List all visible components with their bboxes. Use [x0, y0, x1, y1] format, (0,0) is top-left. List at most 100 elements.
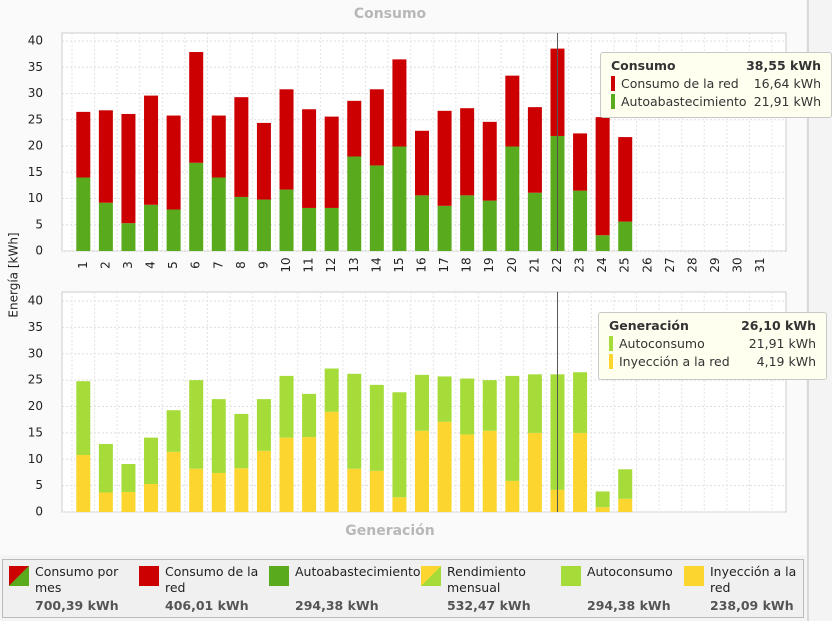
y-tick-label: 40 — [28, 34, 43, 48]
bar — [211, 115, 226, 178]
y-tick-label: 35 — [28, 320, 43, 334]
x-tick-label: 1 — [76, 261, 90, 269]
bar — [595, 235, 610, 251]
bar — [98, 492, 113, 512]
bar — [415, 430, 429, 512]
x-tick-label: 9 — [256, 261, 270, 269]
tooltip-total: 38,55 kWh — [746, 58, 821, 73]
chart-title: Consumo — [354, 6, 427, 22]
bar — [121, 223, 136, 251]
bar — [527, 374, 542, 433]
bar — [573, 432, 588, 512]
bar — [166, 451, 181, 512]
x-tick-label: 13 — [347, 257, 361, 272]
x-tick-label: 15 — [392, 257, 406, 272]
tooltip-series: Autoabastecimiento — [611, 94, 747, 109]
bar — [369, 165, 384, 251]
bar — [618, 137, 633, 222]
bar — [302, 393, 317, 438]
bar — [302, 109, 317, 208]
bar — [392, 497, 407, 512]
legend-total: 700,39 kWh — [35, 598, 119, 613]
bar — [369, 470, 384, 512]
bar — [505, 146, 520, 251]
bar — [256, 399, 271, 451]
x-tick-label: 25 — [618, 257, 632, 272]
bar — [369, 384, 384, 471]
y-tick-label: 25 — [28, 373, 43, 387]
x-tick-label: 2 — [98, 261, 112, 269]
y-tick-label: 15 — [28, 165, 43, 179]
bar — [618, 498, 633, 512]
tooltip-value: 16,64 kWh — [753, 76, 821, 91]
bar — [347, 156, 362, 251]
bar — [211, 177, 226, 251]
tooltip-series: Consumo de la red — [611, 76, 739, 91]
bar — [279, 89, 294, 190]
y-tick-label: 0 — [35, 244, 43, 258]
bar — [527, 107, 542, 193]
y-tick-label: 30 — [28, 86, 43, 100]
y-tick-label: 15 — [28, 425, 43, 439]
x-tick-label: 26 — [640, 257, 654, 272]
legend: Consumo por mes 700,39 kWh Consumo de la r… — [2, 559, 804, 618]
bar — [234, 196, 249, 251]
legend-icon — [139, 566, 159, 586]
x-tick-label: 6 — [189, 261, 203, 269]
x-tick-label: 22 — [550, 257, 564, 272]
tooltip-value: 4,19 kWh — [756, 354, 816, 369]
legend-name: Consumo por mes — [35, 564, 119, 595]
legend-icon — [421, 566, 441, 586]
bar — [595, 117, 610, 236]
x-tick-label: 12 — [324, 257, 338, 272]
legend-name: Consumo de la red — [165, 564, 259, 595]
bar — [437, 376, 452, 422]
bar — [415, 130, 429, 196]
bar — [279, 189, 294, 251]
bar — [505, 75, 520, 147]
bar — [121, 113, 136, 224]
x-tick-label: 11 — [302, 257, 316, 272]
legend-total: 532,47 kWh — [447, 598, 531, 613]
legend-icon — [684, 566, 704, 586]
tooltip-series: Inyección a la red — [609, 354, 730, 369]
y-tick-label: 0 — [35, 505, 43, 519]
tooltip: Generación 26,10 kWh Autoconsumo 21,91 kWh… — [598, 312, 827, 380]
legend-total: 294,38 kWh — [587, 598, 671, 613]
bar — [595, 491, 610, 508]
bar — [302, 207, 317, 251]
bar — [482, 430, 497, 512]
legend-total: 238,09 kWh — [710, 598, 794, 613]
legend-name: Autoabastecimiento — [295, 564, 421, 579]
bar — [76, 177, 91, 251]
y-tick-label: 10 — [28, 452, 43, 466]
bar — [392, 59, 407, 147]
x-tick-label: 27 — [663, 257, 677, 272]
legend-total: 406,01 kWh — [165, 598, 249, 613]
bar — [437, 421, 452, 512]
y-tick-label: 30 — [28, 346, 43, 360]
bar — [324, 411, 339, 512]
bar — [324, 116, 339, 208]
x-tick-label: 18 — [460, 257, 474, 272]
bar — [189, 52, 204, 163]
bar — [76, 111, 91, 178]
x-tick-label: 24 — [595, 257, 609, 272]
x-tick-label: 29 — [708, 257, 722, 272]
bar — [279, 437, 294, 512]
bar — [573, 190, 588, 251]
y-tick-label: 5 — [35, 478, 43, 492]
x-tick-label: 17 — [437, 257, 451, 272]
legend-icon — [9, 566, 29, 586]
bar — [256, 450, 271, 512]
bar — [98, 443, 113, 493]
bar — [211, 472, 226, 512]
bar — [347, 100, 362, 157]
y-axis-label: Energía [kWh] — [7, 232, 21, 317]
legend-name: Inyección a la red — [710, 564, 797, 595]
tooltip-title: Consumo — [611, 58, 676, 73]
x-tick-label: 20 — [505, 257, 519, 272]
x-tick-label: 8 — [234, 261, 248, 269]
bar — [573, 372, 588, 433]
